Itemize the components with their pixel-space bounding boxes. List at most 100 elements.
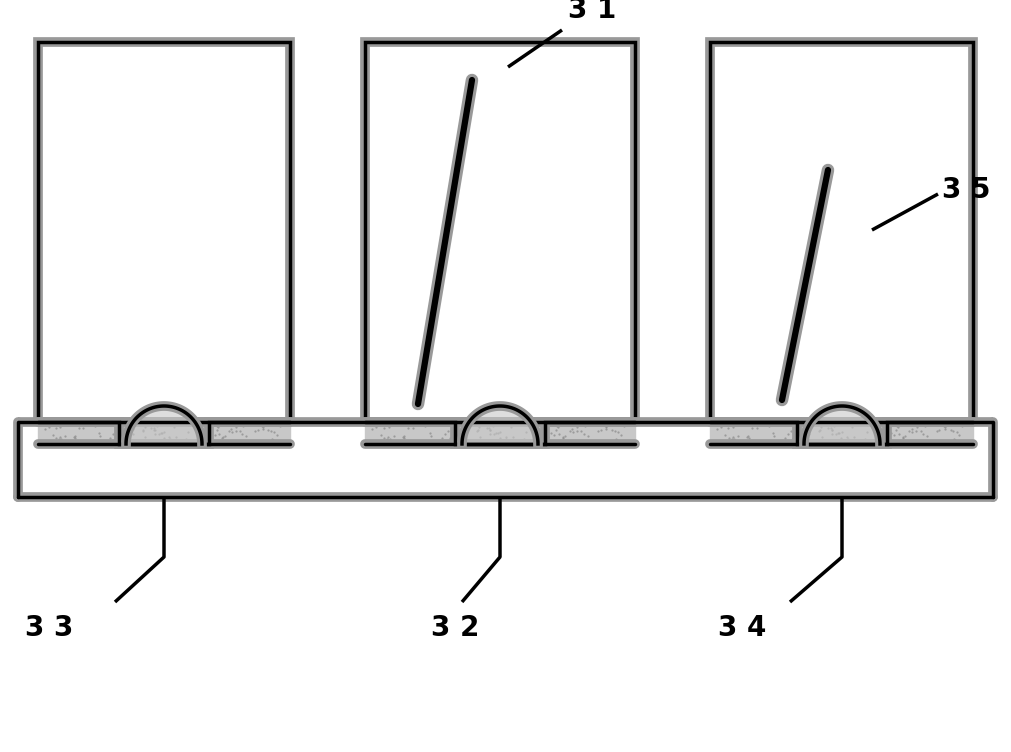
Point — [575, 428, 591, 440]
Polygon shape — [38, 422, 290, 444]
Point — [125, 423, 142, 435]
Point — [162, 431, 178, 443]
Point — [100, 417, 116, 429]
Point — [889, 424, 905, 436]
Point — [147, 428, 163, 440]
Point — [264, 433, 280, 445]
Point — [570, 417, 586, 429]
Point — [148, 434, 164, 446]
Point — [744, 422, 760, 434]
Point — [931, 424, 947, 436]
Point — [489, 426, 506, 438]
Point — [942, 423, 958, 435]
Point — [255, 423, 271, 435]
Point — [44, 429, 61, 441]
Point — [852, 417, 868, 429]
Point — [239, 435, 255, 447]
Point — [232, 425, 248, 437]
Point — [818, 434, 834, 446]
Point — [569, 425, 585, 437]
Point — [823, 422, 839, 434]
Point — [608, 433, 624, 445]
Point — [895, 432, 911, 444]
Point — [564, 423, 580, 435]
Point — [563, 418, 579, 430]
Point — [162, 436, 178, 448]
Point — [227, 420, 244, 432]
Point — [102, 432, 118, 444]
Point — [741, 436, 757, 448]
Point — [765, 426, 782, 438]
Point — [752, 436, 768, 448]
Point — [951, 429, 968, 441]
Point — [874, 424, 890, 436]
Point — [902, 425, 918, 437]
Point — [766, 430, 783, 442]
Point — [891, 428, 907, 440]
Point — [203, 426, 219, 438]
Point — [498, 437, 515, 449]
Point — [174, 417, 190, 429]
Point — [75, 422, 91, 434]
Text: 3 2: 3 2 — [431, 614, 479, 642]
Point — [786, 434, 802, 446]
Point — [87, 420, 103, 432]
Point — [210, 421, 226, 433]
Point — [446, 424, 462, 436]
Point — [573, 425, 589, 437]
Point — [761, 420, 777, 432]
Point — [504, 432, 521, 444]
Point — [396, 429, 412, 441]
Polygon shape — [710, 422, 973, 444]
Point — [71, 422, 87, 434]
Point — [813, 420, 829, 432]
Point — [362, 435, 378, 447]
Point — [444, 418, 460, 430]
Point — [137, 432, 154, 444]
Point — [67, 436, 83, 448]
Point — [423, 430, 439, 442]
Point — [405, 422, 422, 434]
Point — [839, 431, 855, 443]
Point — [156, 432, 172, 444]
Point — [843, 436, 859, 448]
Point — [227, 425, 244, 437]
Point — [214, 432, 231, 444]
Point — [501, 436, 518, 448]
Point — [102, 436, 118, 448]
Point — [396, 436, 412, 448]
Point — [36, 423, 53, 435]
Point — [557, 429, 573, 441]
Point — [592, 424, 609, 436]
Point — [549, 420, 565, 432]
Point — [437, 428, 453, 440]
Point — [263, 426, 279, 438]
Point — [124, 428, 141, 440]
Point — [482, 424, 498, 436]
Point — [486, 429, 502, 441]
Point — [739, 431, 755, 443]
Point — [156, 426, 172, 438]
Point — [208, 424, 224, 436]
Point — [455, 432, 471, 444]
Point — [40, 421, 57, 433]
Point — [497, 431, 514, 443]
Point — [139, 435, 155, 447]
Polygon shape — [365, 422, 635, 444]
Polygon shape — [38, 42, 290, 422]
Point — [887, 429, 903, 441]
Point — [516, 433, 532, 445]
Point — [726, 432, 742, 444]
Polygon shape — [18, 422, 993, 497]
Point — [478, 422, 494, 434]
Point — [580, 435, 596, 447]
Point — [91, 436, 107, 448]
Point — [266, 426, 282, 438]
Point — [909, 420, 925, 432]
Point — [153, 427, 169, 439]
Point — [903, 418, 919, 430]
Point — [823, 423, 839, 435]
Point — [889, 420, 905, 432]
Point — [35, 435, 52, 447]
Point — [834, 426, 850, 438]
